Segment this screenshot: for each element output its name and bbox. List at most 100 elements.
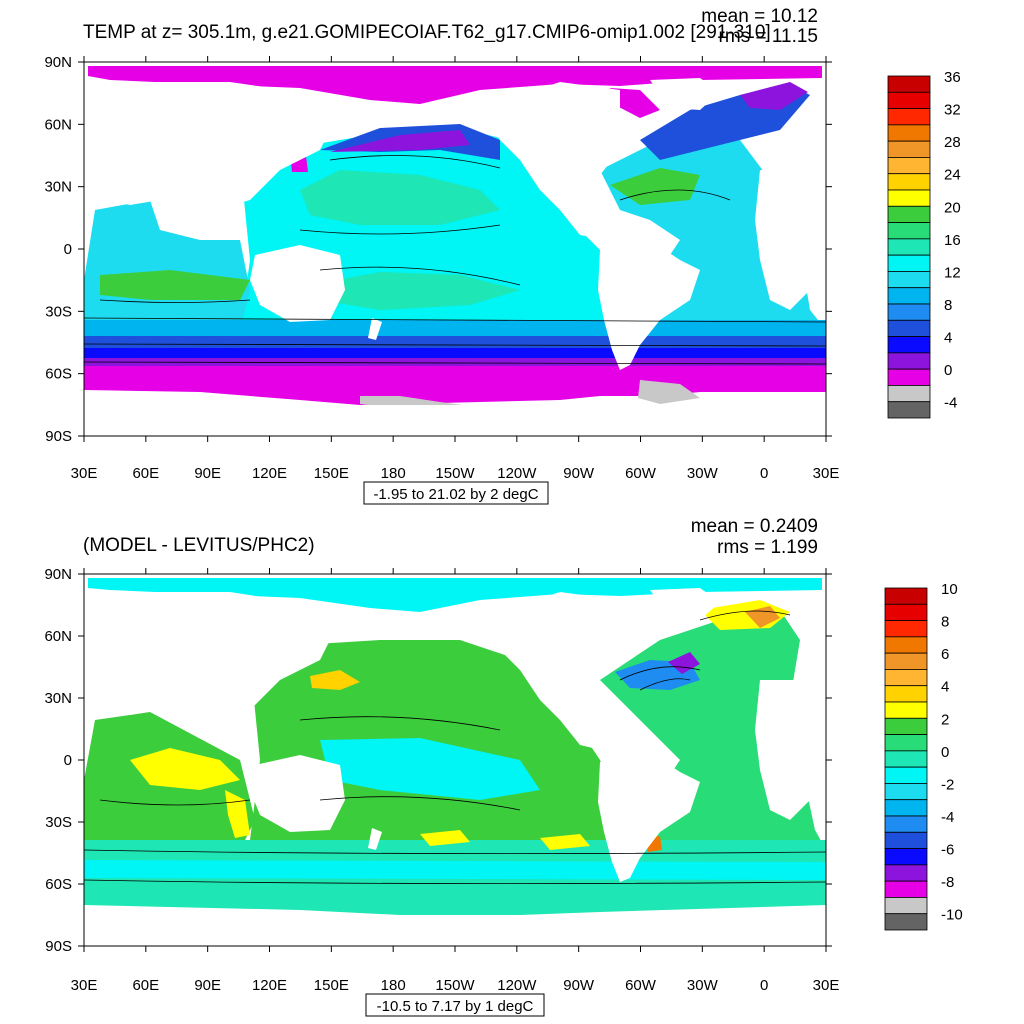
contour-lines	[83, 610, 827, 884]
lon-tick-label: 120E	[252, 977, 287, 994]
colorbar-label: -6	[941, 842, 954, 859]
lat-tick-label: 60N	[44, 116, 72, 133]
field-np-gyre	[300, 170, 500, 225]
lon-tick-label: 60E	[132, 465, 159, 482]
rms-stat: rms = 11.15	[719, 26, 818, 47]
colorbar-label: 24	[944, 167, 961, 184]
colorbar-swatch	[884, 783, 928, 801]
colorbar-label: -10	[941, 907, 963, 924]
lon-tick-label: 180	[381, 977, 406, 994]
longitude-axis: 30E 60E 90E 120E 150E 180 150W 120W 90W 60W 30W 0 30…	[71, 56, 839, 482]
colorbar-swatch	[884, 815, 928, 833]
panel-temperature: TEMP at z= 305.1m, g.e21.GOMIPECOIAF.T62…	[44, 6, 961, 505]
field-so-band-2	[84, 336, 826, 348]
colorbar-swatch	[887, 336, 931, 354]
rms-stat: rms = 1.199	[717, 537, 818, 558]
panel-difference: (MODEL - LEVITUS/PHC2) mean = 0.2409 rms…	[44, 516, 963, 1017]
colorbar-label: 8	[941, 614, 949, 631]
land-south-america	[598, 240, 700, 370]
colorbar-swatch	[887, 222, 931, 240]
colorbar-swatch	[887, 303, 931, 321]
colorbar-swatch	[887, 352, 931, 370]
field-arctic	[88, 66, 822, 104]
colorbar-label: 8	[944, 297, 952, 314]
lat-tick-label: 30N	[44, 690, 72, 707]
lon-tick-label: 30E	[71, 465, 98, 482]
colorbar-swatch	[887, 189, 931, 207]
latitude-axis: 90N 60N 30N 0 30S 60S 90S	[44, 54, 832, 445]
colorbar-swatch	[884, 864, 928, 882]
colorbar-label: -2	[941, 776, 954, 793]
colorbar-swatch	[884, 750, 928, 768]
colorbar-swatch	[887, 368, 931, 386]
field-so-band-1	[84, 320, 826, 336]
land-australia	[250, 755, 345, 832]
lat-tick-label: 0	[64, 241, 72, 258]
colorbar-swatch	[884, 848, 928, 866]
contour-lines	[83, 155, 827, 365]
colorbar-swatch	[887, 205, 931, 223]
land-africa	[755, 680, 826, 820]
colorbar: 36 32 28 24 20 16 12 8 4 0 -4	[887, 69, 961, 419]
colorbar-swatch	[887, 238, 931, 256]
colorbar-swatch	[884, 603, 928, 621]
field-so-band-3	[84, 348, 826, 358]
field-se-pac-warm	[540, 834, 590, 850]
colorbar-swatch	[884, 620, 928, 638]
colorbar-swatch	[887, 254, 931, 272]
colorbar-label: 10	[941, 581, 958, 598]
panel-title: (MODEL - LEVITUS/PHC2)	[83, 535, 315, 556]
land-greenland	[650, 78, 720, 110]
lat-tick-label: 60S	[45, 876, 72, 893]
colorbar-swatch	[884, 701, 928, 719]
field-sp-gyre	[310, 272, 520, 310]
lat-tick-label: 0	[64, 752, 72, 769]
colorbar-label: 32	[944, 102, 961, 119]
field-eq-pacific	[320, 738, 540, 800]
field-weddell	[638, 380, 700, 404]
land-south-america	[598, 752, 700, 882]
colorbar-swatch	[884, 587, 928, 605]
lon-tick-label: 150E	[314, 465, 349, 482]
lon-tick-label: 120W	[497, 465, 537, 482]
lon-tick-label: 90E	[194, 465, 221, 482]
land-north-america	[480, 82, 640, 248]
field-labrador	[610, 88, 660, 118]
colorbar-label: -4	[941, 809, 954, 826]
map-area	[83, 573, 827, 947]
colorbar-swatch	[887, 385, 931, 403]
colorbar-swatch	[887, 108, 931, 126]
lat-tick-label: 30S	[45, 303, 72, 320]
colorbar-label: 4	[944, 330, 952, 347]
land-new-zealand	[368, 318, 382, 340]
lon-tick-label: 30E	[813, 977, 840, 994]
land-africa	[755, 170, 826, 310]
colorbar-swatch	[884, 734, 928, 752]
colorbar-label: 0	[944, 362, 952, 379]
colorbar-swatch	[884, 669, 928, 687]
colorbar-label: 28	[944, 134, 961, 151]
caption-box	[363, 481, 549, 505]
field-na-cold	[740, 82, 808, 110]
lat-tick-label: 90N	[44, 566, 72, 583]
colorbar-swatch	[887, 140, 931, 158]
lat-tick-label: 90N	[44, 54, 72, 71]
colorbar-swatch	[887, 271, 931, 289]
colorbar-swatch	[887, 124, 931, 142]
lon-tick-label: 60E	[132, 977, 159, 994]
field-arctic	[88, 578, 822, 612]
colorbar-label: 16	[944, 232, 961, 249]
land-eurasia	[84, 82, 340, 215]
colorbar-swatch	[884, 831, 928, 849]
land-new-zealand	[368, 828, 382, 850]
land-antarctica	[84, 405, 826, 434]
colorbar-label: 4	[941, 679, 949, 696]
lon-tick-label: 150E	[314, 977, 349, 994]
caption-box	[365, 993, 545, 1017]
lat-tick-label: 30S	[45, 814, 72, 831]
lon-tick-label: 30E	[71, 977, 98, 994]
colorbar-label: -8	[941, 874, 954, 891]
land-australia	[250, 245, 345, 322]
lat-tick-label: 90S	[45, 428, 72, 445]
